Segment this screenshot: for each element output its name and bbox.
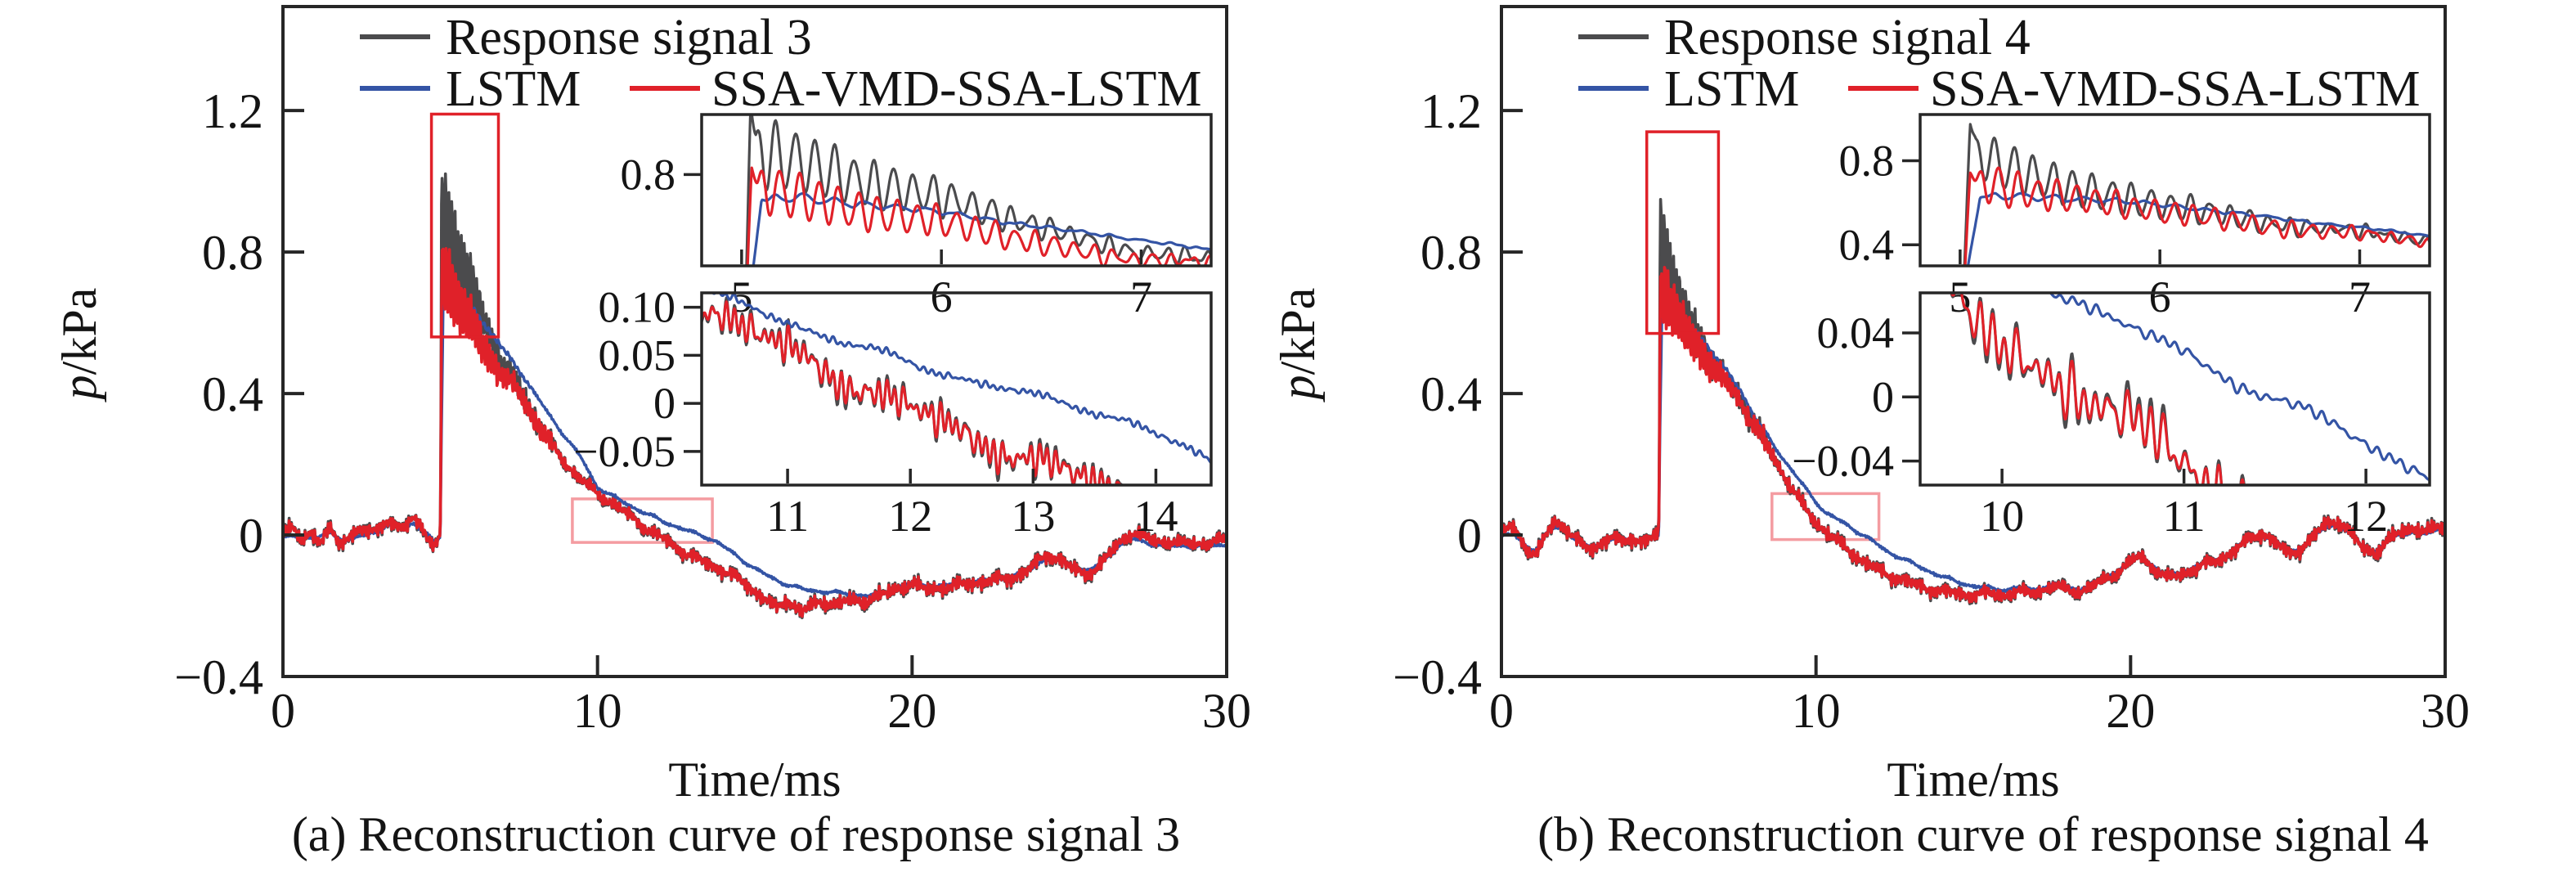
- legend-label-lstm-b: LSTM: [1664, 61, 1800, 117]
- y-axis-label-b: p/kPa: [1269, 262, 1326, 425]
- svg-text:1.2: 1.2: [202, 84, 263, 138]
- svg-text:0: 0: [1489, 684, 1514, 738]
- main-curves-a: [283, 172, 1227, 620]
- svg-text:6: 6: [2149, 272, 2171, 321]
- legend-label-signal-b: Response signal 4: [1664, 10, 2031, 65]
- svg-text:0.05: 0.05: [599, 330, 676, 380]
- svg-text:0.8: 0.8: [202, 226, 263, 280]
- y-axis-label-a: p/kPa: [51, 262, 108, 425]
- svg-text:30: 30: [2421, 684, 2470, 738]
- svg-text:−0.4: −0.4: [1393, 650, 1482, 704]
- svg-text:0.10: 0.10: [599, 283, 676, 332]
- y-axis-label-b-symbol: p: [1270, 375, 1325, 400]
- legend-label-signal-a: Response signal 3: [446, 10, 812, 65]
- svg-text:12: 12: [888, 492, 932, 541]
- svg-text:0.8: 0.8: [621, 150, 676, 199]
- panel-b: 1.20.80.40−0.40 10 20 300.80.45 6 70.040−0.04…: [1393, 5, 2470, 738]
- svg-text:−0.04: −0.04: [1792, 437, 1894, 486]
- svg-text:13: 13: [1011, 492, 1055, 541]
- main-axes-a: 1.20.80.40−0.40 10 20 30: [174, 5, 1251, 738]
- legend-line-lstm-b: [1578, 86, 1649, 91]
- inset-bottom-a: 0.100.050−0.05 11 12 13 14: [573, 283, 1213, 541]
- svg-text:10: 10: [573, 684, 622, 738]
- legend-line-ssa-b: [1848, 86, 1919, 91]
- svg-text:0.4: 0.4: [1420, 367, 1482, 421]
- legend-label-lstm-a: LSTM: [446, 61, 581, 117]
- zoom-boxes-under-a: [571, 497, 714, 544]
- caption-a: (a) Reconstruction curve of response sig…: [291, 807, 1181, 861]
- x-axis-label-a: Time/ms: [668, 753, 841, 807]
- y-axis-label-a-unit: /kPa: [52, 287, 106, 375]
- svg-text:20: 20: [2106, 684, 2155, 738]
- main-axes-b: 1.20.80.40−0.40 10 20 30: [1393, 5, 2470, 738]
- zoom-boxes-over-b: [1645, 130, 1721, 335]
- svg-text:0.8: 0.8: [1839, 137, 1895, 186]
- legend-line-signal-b: [1578, 34, 1649, 39]
- svg-text:14: 14: [1133, 492, 1178, 541]
- y-axis-label-b-unit: /kPa: [1270, 287, 1325, 375]
- panel-a: 1.20.80.40−0.40 10 20 300.85 6 70.100.050−0.0…: [174, 5, 1251, 738]
- svg-text:0: 0: [239, 509, 263, 563]
- y-axis-label-a-symbol: p: [52, 375, 106, 400]
- svg-text:11: 11: [2163, 492, 2206, 541]
- svg-text:0.4: 0.4: [202, 367, 263, 421]
- legend-line-ssa-a: [630, 86, 700, 91]
- svg-text:0: 0: [1872, 372, 1894, 421]
- svg-text:−0.4: −0.4: [174, 650, 263, 704]
- inset-top-a: 0.85 6 7: [621, 113, 1213, 321]
- svg-text:0: 0: [653, 379, 675, 428]
- svg-text:1.2: 1.2: [1420, 84, 1482, 138]
- legend-line-lstm-a: [360, 86, 430, 91]
- svg-text:−0.05: −0.05: [573, 427, 675, 476]
- legend-label-ssa-b: SSA-VMD-SSA-LSTM: [1930, 61, 2421, 117]
- main-curves-b: [1501, 198, 2445, 605]
- svg-text:0: 0: [271, 684, 295, 738]
- svg-text:0.8: 0.8: [1420, 226, 1482, 280]
- svg-text:10: 10: [1792, 684, 1841, 738]
- svg-text:7: 7: [1130, 272, 1152, 321]
- x-axis-label-b: Time/ms: [1887, 753, 2060, 807]
- svg-text:7: 7: [2349, 272, 2371, 321]
- svg-text:0.4: 0.4: [1839, 220, 1895, 269]
- svg-text:12: 12: [2344, 492, 2388, 541]
- svg-text:6: 6: [931, 272, 953, 321]
- svg-text:0: 0: [1457, 509, 1482, 563]
- caption-b: (b) Reconstruction curve of response sig…: [1537, 807, 2429, 861]
- svg-text:20: 20: [887, 684, 936, 738]
- zoom-boxes-over-a: [429, 112, 500, 339]
- inset-top-b: 0.80.45 6 7: [1839, 113, 2431, 321]
- legend-line-signal-a: [360, 34, 430, 39]
- inset-bottom-b: 0.04 0 −0.04 10 11 12: [1792, 291, 2431, 541]
- svg-text:0.04: 0.04: [1817, 308, 1895, 357]
- svg-text:11: 11: [766, 492, 809, 541]
- svg-text:30: 30: [1202, 684, 1251, 738]
- legend-label-ssa-a: SSA-VMD-SSA-LSTM: [711, 61, 1202, 117]
- svg-text:10: 10: [1980, 492, 2024, 541]
